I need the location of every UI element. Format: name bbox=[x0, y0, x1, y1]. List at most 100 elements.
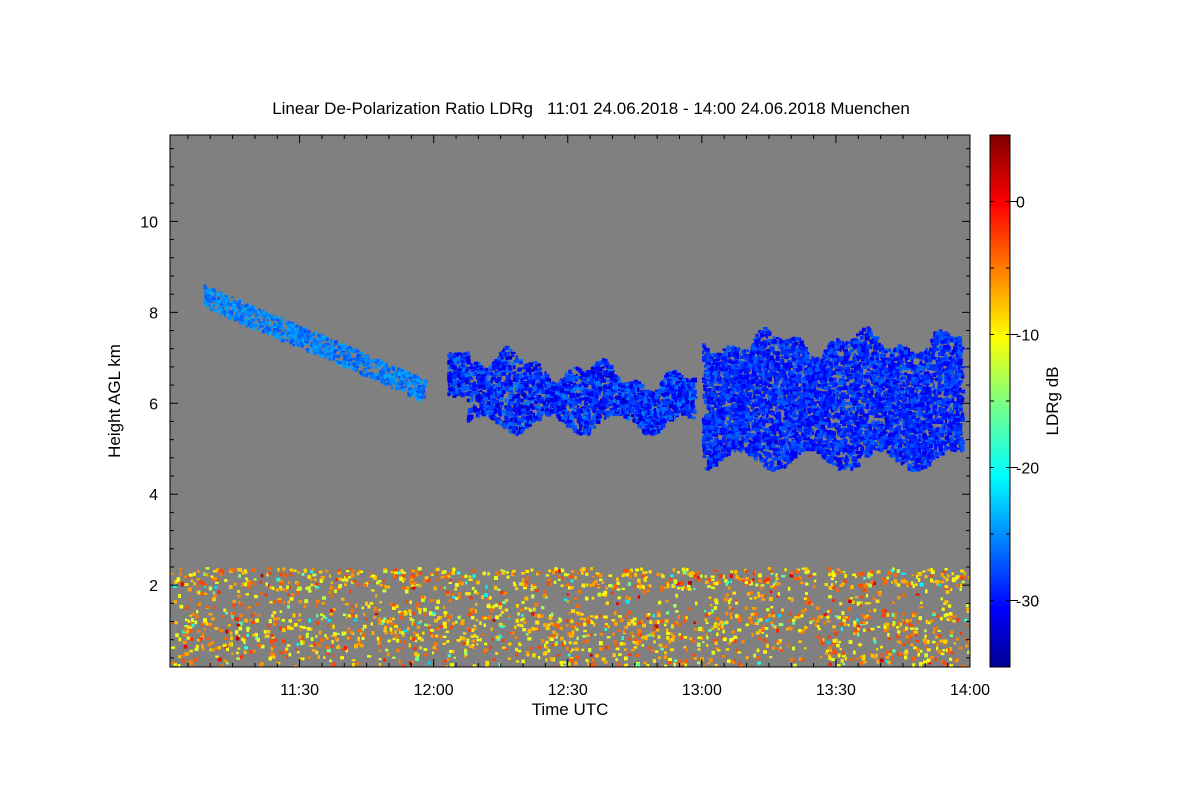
data-cell bbox=[901, 572, 906, 575]
data-cell bbox=[789, 658, 794, 661]
data-cell bbox=[949, 630, 954, 635]
data-cell bbox=[637, 595, 640, 599]
data-cell bbox=[925, 620, 929, 624]
data-cell bbox=[935, 635, 939, 639]
data-cell bbox=[722, 629, 725, 634]
data-cell bbox=[357, 639, 361, 644]
data-cell bbox=[869, 573, 873, 577]
data-cell bbox=[945, 579, 948, 583]
data-cell bbox=[692, 639, 695, 643]
data-cell bbox=[287, 330, 291, 335]
data-cell bbox=[208, 613, 213, 616]
data-cell bbox=[660, 647, 664, 651]
data-cell bbox=[902, 579, 906, 584]
data-cell bbox=[299, 337, 303, 342]
data-cell bbox=[248, 606, 252, 609]
data-cell bbox=[518, 642, 521, 646]
data-cell bbox=[727, 586, 731, 590]
data-cell bbox=[452, 595, 456, 599]
data-cell bbox=[946, 618, 951, 621]
data-cell bbox=[303, 568, 307, 573]
data-cell bbox=[955, 575, 960, 579]
data-cell bbox=[268, 316, 272, 320]
data-cell bbox=[798, 640, 802, 644]
data-cell bbox=[408, 387, 413, 392]
data-cell bbox=[745, 582, 749, 586]
data-cell bbox=[590, 567, 593, 571]
data-cell bbox=[527, 607, 530, 611]
data-cell bbox=[702, 665, 706, 667]
data-cell bbox=[251, 621, 256, 624]
data-cell bbox=[551, 612, 554, 617]
data-cell bbox=[408, 609, 412, 613]
data-cell bbox=[642, 585, 645, 590]
data-cell bbox=[244, 320, 248, 324]
data-cell bbox=[657, 635, 661, 639]
data-cell bbox=[650, 631, 655, 636]
data-cell bbox=[589, 583, 593, 587]
data-cell bbox=[394, 568, 398, 572]
data-cell bbox=[814, 623, 818, 627]
data-cell bbox=[471, 644, 475, 647]
data-cell bbox=[612, 653, 616, 658]
data-cell bbox=[377, 366, 380, 369]
data-cell bbox=[401, 631, 405, 635]
data-cell bbox=[331, 351, 335, 354]
data-cell bbox=[326, 649, 331, 653]
data-cell bbox=[418, 384, 422, 388]
data-cell bbox=[461, 619, 465, 623]
data-cell bbox=[754, 622, 758, 625]
data-cell bbox=[692, 654, 696, 657]
data-cell bbox=[242, 308, 246, 312]
data-cell bbox=[407, 383, 410, 388]
data-cell bbox=[870, 627, 875, 631]
data-cell bbox=[329, 585, 334, 590]
data-cell bbox=[370, 373, 373, 377]
data-cell bbox=[863, 621, 866, 625]
data-cell bbox=[289, 597, 294, 601]
data-cell bbox=[282, 332, 286, 336]
data-cell bbox=[618, 653, 622, 656]
data-cell bbox=[277, 567, 280, 572]
data-cell bbox=[727, 659, 731, 664]
data-cell bbox=[643, 661, 647, 664]
data-cell bbox=[450, 649, 455, 654]
data-cell bbox=[415, 584, 419, 587]
data-cell bbox=[377, 359, 380, 363]
data-cell bbox=[658, 656, 661, 660]
data-cell bbox=[905, 582, 910, 586]
data-cell bbox=[223, 608, 227, 612]
data-cell bbox=[735, 614, 739, 619]
data-cell bbox=[470, 635, 475, 638]
data-cell bbox=[788, 626, 793, 631]
data-cell bbox=[566, 624, 569, 627]
data-cell bbox=[586, 620, 591, 624]
data-cell bbox=[804, 608, 807, 611]
data-cell bbox=[737, 628, 742, 632]
data-cell bbox=[741, 640, 745, 644]
data-cell bbox=[403, 610, 407, 613]
data-cell bbox=[496, 637, 501, 641]
data-cell bbox=[402, 380, 405, 385]
data-cell bbox=[583, 617, 586, 622]
data-cell bbox=[344, 578, 349, 582]
data-cell bbox=[586, 634, 591, 637]
data-cell bbox=[504, 608, 509, 612]
data-cell bbox=[276, 318, 280, 322]
data-cell bbox=[335, 578, 339, 581]
data-cell bbox=[859, 661, 863, 665]
data-cell bbox=[305, 586, 309, 590]
data-cell bbox=[812, 585, 816, 589]
data-cell bbox=[461, 575, 465, 579]
data-cell bbox=[611, 591, 614, 595]
data-cell bbox=[567, 632, 571, 636]
data-cell bbox=[519, 619, 523, 622]
data-cell bbox=[235, 617, 239, 621]
data-cell bbox=[306, 334, 310, 338]
data-cell bbox=[465, 581, 468, 585]
data-cell bbox=[592, 622, 596, 627]
data-cell bbox=[623, 648, 627, 651]
data-cell bbox=[479, 637, 482, 642]
data-cell bbox=[356, 662, 359, 666]
data-cell bbox=[508, 642, 512, 646]
